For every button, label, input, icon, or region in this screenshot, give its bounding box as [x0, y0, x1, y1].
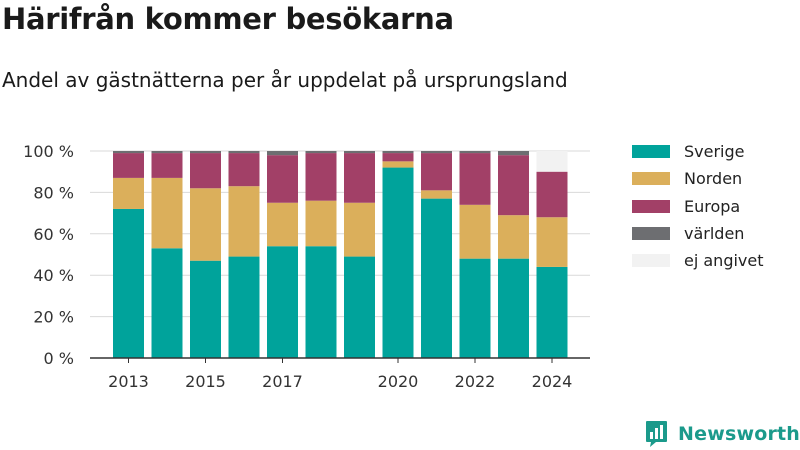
- bar-segment: [536, 217, 568, 267]
- legend-item: ej angivet: [632, 247, 764, 274]
- legend-swatch: [632, 199, 670, 213]
- legend-label: Norden: [684, 169, 743, 189]
- bar-segment: [459, 258, 491, 358]
- bar-segment: [344, 256, 375, 358]
- y-tick-label: 40 %: [33, 266, 74, 285]
- legend-item: världen: [632, 220, 764, 247]
- legend-label: ej angivet: [684, 251, 764, 271]
- bar-segment: [113, 151, 144, 154]
- legend-item: Europa: [632, 193, 764, 220]
- bar-segment: [344, 151, 375, 154]
- newsworthy-chart-icon: [646, 421, 667, 447]
- y-tick-label: 80 %: [33, 183, 74, 202]
- bar-group-2014: [151, 151, 183, 358]
- bar-segment: [305, 153, 337, 201]
- chart-subtitle: Andel av gästnätterna per år uppdelat på…: [2, 68, 568, 92]
- bar-segment: [113, 208, 144, 358]
- legend-swatch: [632, 227, 670, 241]
- bar-segment: [344, 153, 375, 203]
- bar-group-2021: [421, 151, 452, 358]
- bar-segment: [459, 151, 491, 154]
- y-tick-label: 0 %: [44, 349, 74, 368]
- bar-segment: [421, 198, 452, 358]
- x-tick-label: 2020: [378, 372, 419, 391]
- bar-segment: [536, 266, 568, 358]
- bar-segment: [305, 200, 337, 247]
- bar-segment: [267, 151, 298, 156]
- y-tick-label: 60 %: [33, 225, 74, 244]
- x-tick-label: 2015: [185, 372, 226, 391]
- bar-group-2018: [305, 151, 337, 358]
- bar-group-2019: [344, 151, 375, 358]
- bar-group-2022: [459, 151, 491, 358]
- bar-segment: [267, 246, 298, 358]
- legend-label: världen: [684, 224, 745, 244]
- bar-segment: [305, 151, 337, 154]
- bar-group-2017: [267, 151, 298, 358]
- legend-item: Norden: [632, 165, 764, 192]
- y-tick-label: 20 %: [33, 308, 74, 327]
- chart-legend: Sverige Norden Europa världen ej angivet: [632, 138, 764, 274]
- bar-segment: [190, 151, 221, 154]
- legend-swatch: [632, 254, 670, 268]
- bar-segment: [382, 161, 414, 168]
- bar-group-2013: [113, 151, 144, 358]
- bar-group-2016: [228, 151, 260, 358]
- bar-segment: [151, 153, 183, 178]
- bar-segment: [190, 260, 221, 358]
- bar-segment: [498, 215, 529, 259]
- bar-segment: [228, 151, 260, 154]
- x-tick-label: 2017: [262, 372, 303, 391]
- bar-segment: [536, 171, 568, 218]
- y-tick-label: 100 %: [23, 142, 74, 161]
- bar-segment: [421, 151, 452, 154]
- legend-swatch: [632, 172, 670, 186]
- bar-segment: [190, 188, 221, 261]
- bar-segment: [382, 151, 414, 154]
- legend-swatch: [632, 145, 670, 159]
- bar-segment: [498, 151, 529, 156]
- bar-group-2020: [382, 151, 414, 358]
- bar-segment: [536, 151, 568, 172]
- bar-segment: [459, 204, 491, 259]
- bar-segment: [498, 258, 529, 358]
- bar-segment: [305, 246, 337, 358]
- legend-label: Europa: [684, 196, 741, 216]
- bar-segment: [498, 155, 529, 216]
- bar-group-2023: [498, 151, 529, 358]
- bar-segment: [267, 155, 298, 203]
- bar-segment: [228, 256, 260, 358]
- bar-segment: [382, 153, 414, 162]
- bar-segment: [382, 167, 414, 358]
- chart-title: Härifrån kommer besökarna: [2, 2, 454, 36]
- bar-segment: [113, 177, 144, 209]
- bar-segment: [421, 190, 452, 199]
- bar-segment: [113, 153, 144, 178]
- x-tick-label: 2022: [455, 372, 496, 391]
- legend-item: Sverige: [632, 138, 764, 165]
- bar-segment: [459, 153, 491, 205]
- legend-label: Sverige: [684, 142, 745, 162]
- brand-logo: Newsworthy: [645, 420, 800, 448]
- bar-segment: [421, 153, 452, 191]
- bar-segment: [190, 153, 221, 189]
- bar-group-2015: [190, 151, 221, 358]
- bar-segment: [228, 186, 260, 257]
- bar-segment: [267, 202, 298, 247]
- bar-group-2024: [536, 151, 568, 358]
- x-tick-label: 2013: [108, 372, 149, 391]
- bar-segment: [151, 248, 183, 358]
- brand-name: Newsworthy: [678, 423, 800, 445]
- bar-segment: [151, 177, 183, 249]
- bar-segment: [228, 153, 260, 187]
- bar-segment: [344, 202, 375, 257]
- bar-segment: [151, 151, 183, 154]
- x-tick-label: 2024: [532, 372, 573, 391]
